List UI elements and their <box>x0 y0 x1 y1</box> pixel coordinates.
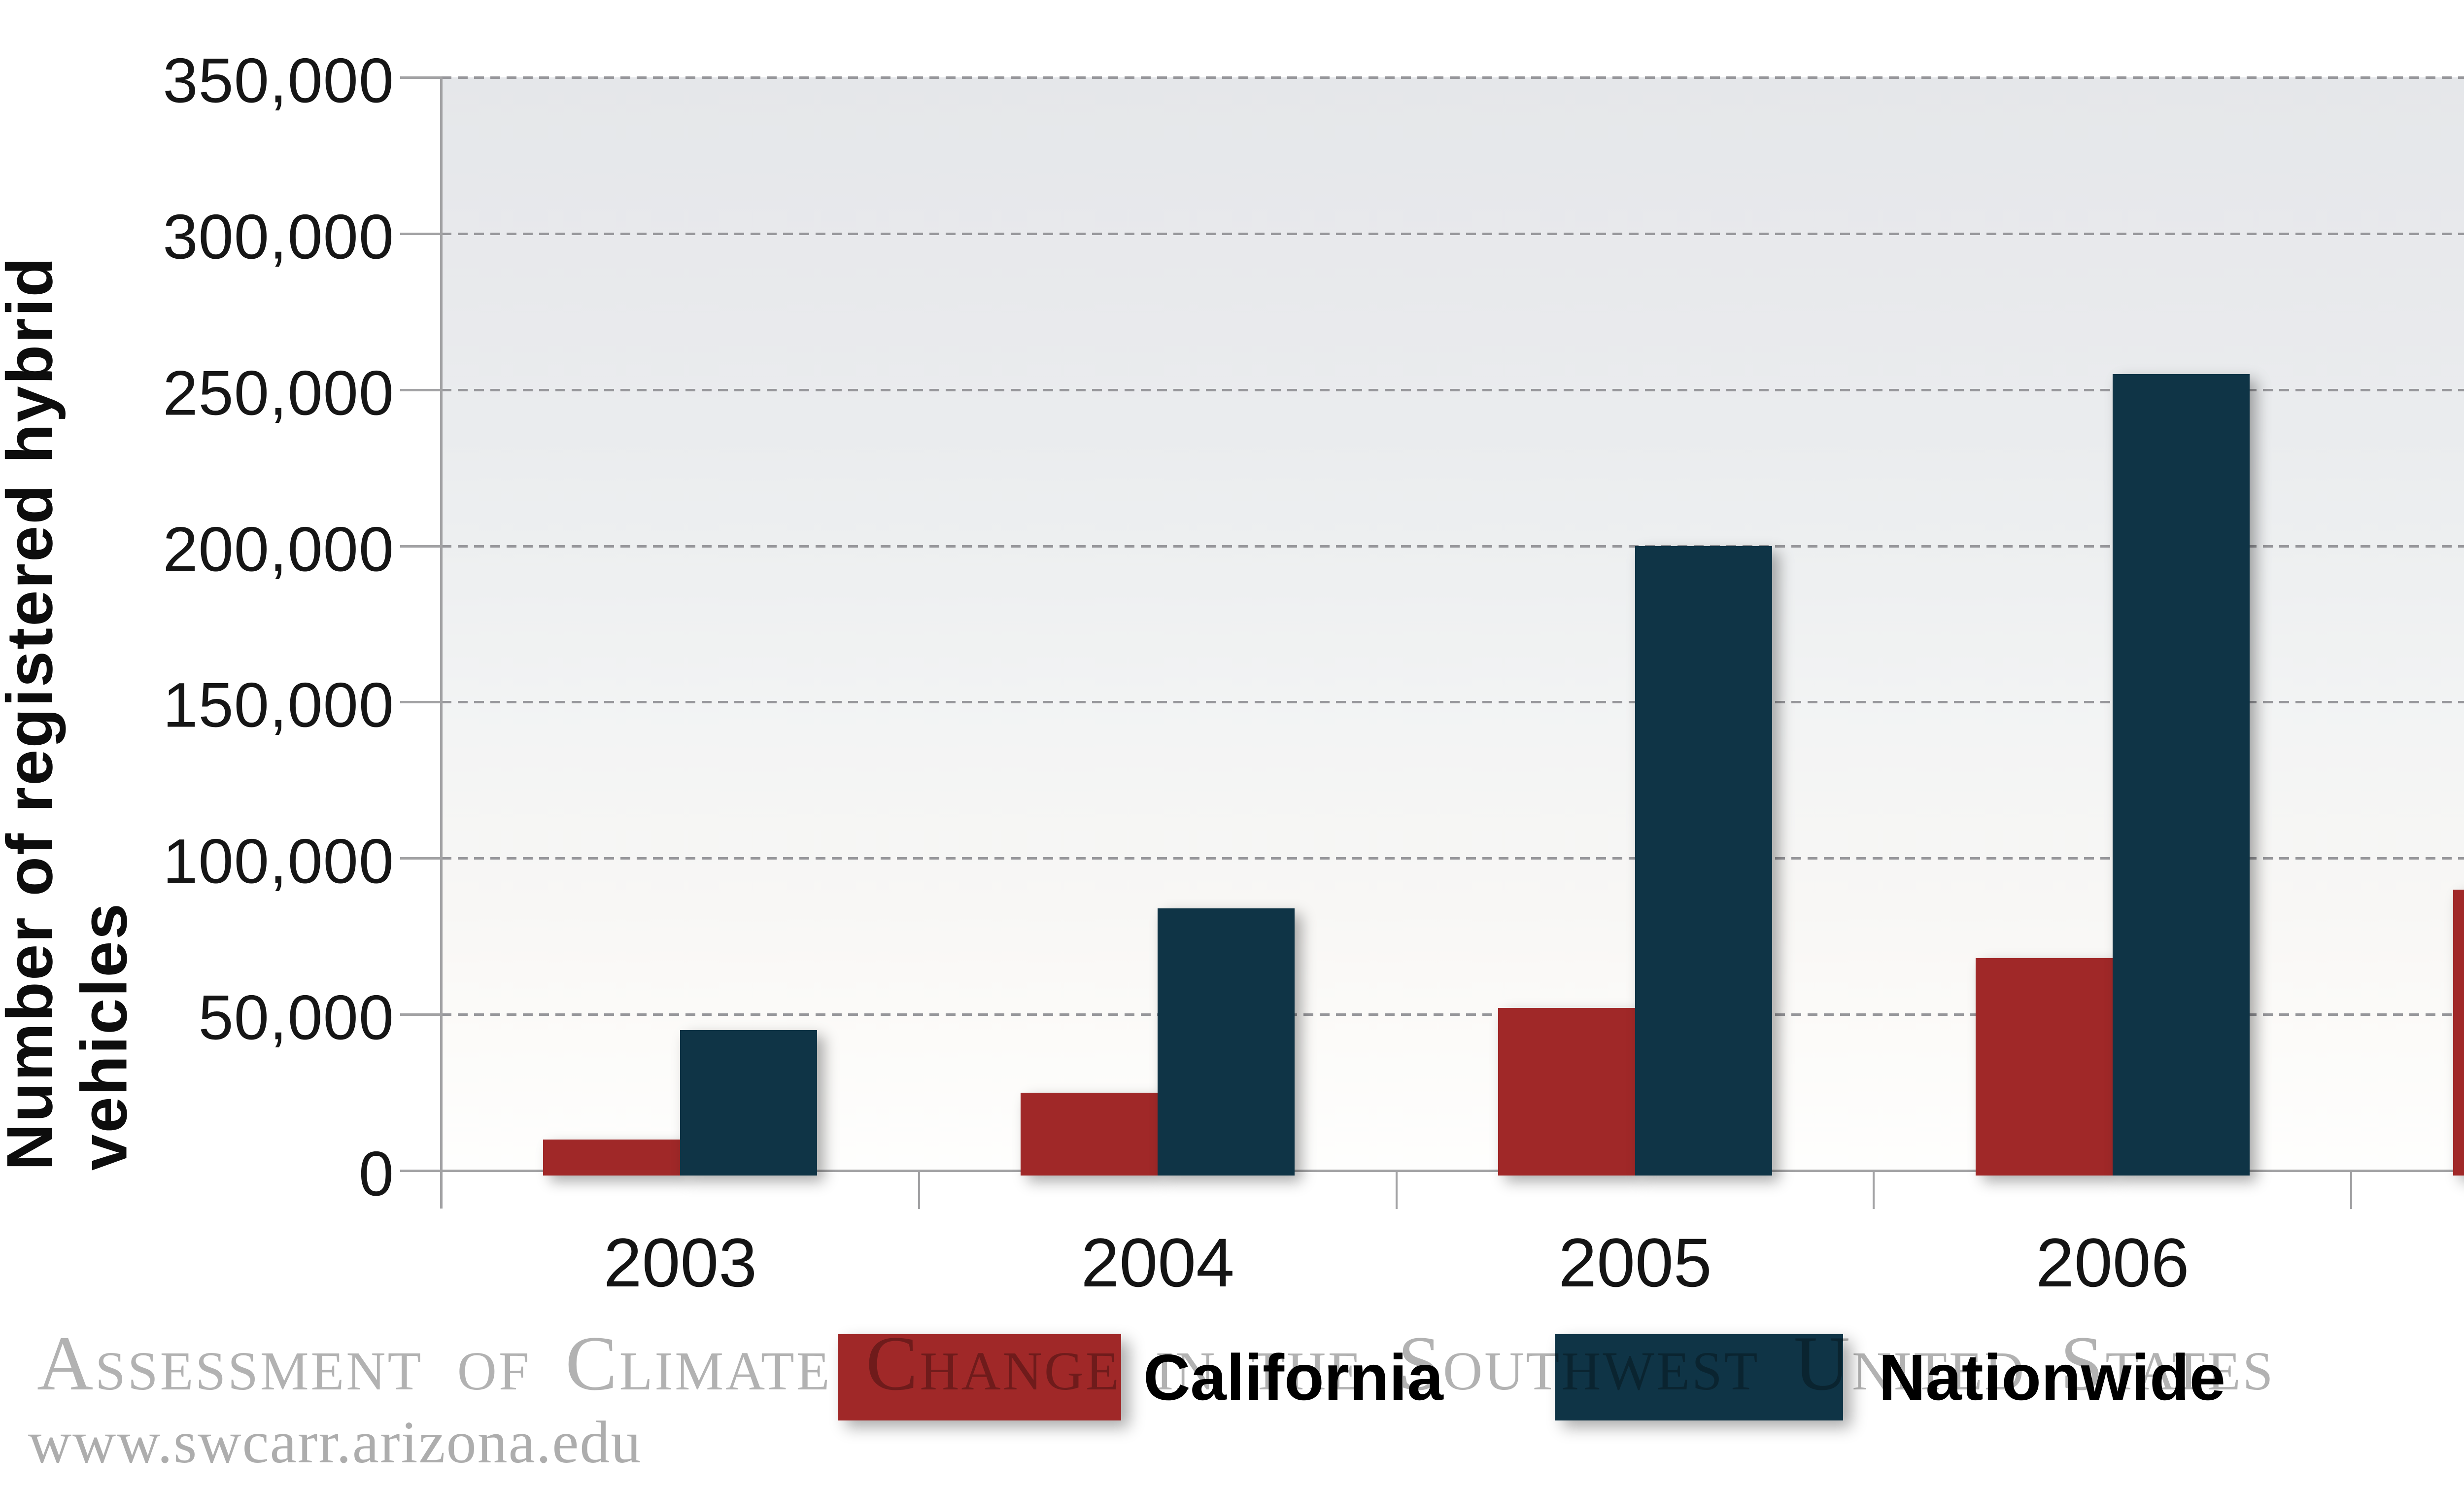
y-tick-label-300000: 300,000 <box>163 202 394 273</box>
bar-nationwide-2004 <box>1158 908 1295 1176</box>
bar-nationwide-2003 <box>680 1030 818 1176</box>
y-tick-mark-100000 <box>400 857 442 860</box>
y-axis-title: Number of registered hybrid vehicles <box>0 256 140 1171</box>
y-axis-line <box>440 77 443 1209</box>
gridline-200000 <box>442 545 2464 548</box>
bar-nationwide-2005 <box>1635 546 1772 1176</box>
bar-nationwide-2006 <box>2112 374 2250 1176</box>
y-tick-mark-350000 <box>400 76 442 79</box>
x-tick-label-2003: 2003 <box>603 1224 757 1301</box>
legend-label-california: California <box>1143 1341 1443 1414</box>
y-tick-label-150000: 150,000 <box>163 670 394 741</box>
y-tick-label-0: 0 <box>358 1139 394 1210</box>
bar-california-2006 <box>1975 958 2113 1176</box>
x-axis-baseline <box>400 1170 2464 1172</box>
x-tick-label-2005: 2005 <box>1558 1224 1712 1301</box>
y-tick-mark-0 <box>400 1170 442 1172</box>
y-tick-label-250000: 250,000 <box>163 358 394 429</box>
gridline-350000 <box>442 76 2464 79</box>
x-tick-label-2004: 2004 <box>1081 1224 1234 1301</box>
legend-swatch-nationwide <box>1555 1334 1843 1420</box>
x-tick-mark-1 <box>918 1171 920 1209</box>
y-tick-label-200000: 200,000 <box>163 514 394 585</box>
y-tick-label-100000: 100,000 <box>163 826 394 897</box>
y-tick-label-350000: 350,000 <box>163 45 394 116</box>
gridline-100000 <box>442 857 2464 860</box>
legend-swatch-california <box>838 1334 1121 1420</box>
x-tick-mark-4 <box>2350 1171 2353 1209</box>
watermark-text: Assessment of Climate Change in the Sout… <box>37 1320 2275 1407</box>
y-tick-mark-50000 <box>400 1013 442 1016</box>
y-tick-mark-300000 <box>400 232 442 235</box>
x-tick-label-2006: 2006 <box>2036 1224 2190 1301</box>
y-tick-mark-250000 <box>400 388 442 391</box>
y-tick-mark-200000 <box>400 545 442 548</box>
bar-california-2004 <box>1021 1092 1158 1176</box>
gridline-250000 <box>442 388 2464 391</box>
bar-california-2003 <box>543 1139 681 1176</box>
bar-california-2005 <box>1498 1008 1635 1176</box>
watermark-url: www.swcarr.arizona.edu <box>28 1409 642 1476</box>
gridline-150000 <box>442 701 2464 704</box>
gridline-300000 <box>442 232 2464 235</box>
x-tick-mark-2 <box>1395 1171 1398 1209</box>
y-tick-mark-150000 <box>400 701 442 704</box>
y-tick-label-50000: 50,000 <box>198 982 394 1053</box>
legend-label-nationwide: Nationwide <box>1879 1341 2226 1414</box>
gridline-50000 <box>442 1013 2464 1016</box>
x-tick-mark-3 <box>1873 1171 1875 1209</box>
bar-california-2007 <box>2453 889 2464 1176</box>
